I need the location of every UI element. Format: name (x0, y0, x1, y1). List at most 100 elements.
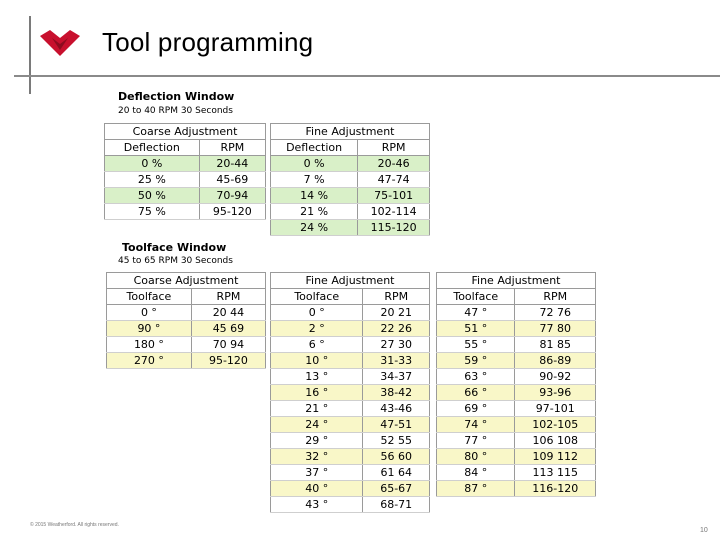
toolface-window-title: Toolface Window (122, 241, 227, 254)
table-row: 29 ° 52 55 (270, 432, 430, 449)
deflection-window-title: Deflection Window (118, 90, 235, 103)
table-row: 43 ° 68-71 (270, 496, 430, 513)
table-cell: 61 64 (362, 464, 430, 481)
deflection-fine-table: Fine Adjustment Deflection RPM 0 % 20-46 7 % 4… (270, 123, 430, 236)
page-number: 10 (700, 527, 708, 534)
table-row: 0 ° 20 21 (270, 304, 430, 321)
table-row: 21 % 102-114 (270, 203, 430, 220)
table-cell: 102-114 (357, 203, 430, 220)
table-caption: Coarse Adjustment (104, 123, 266, 140)
table-cell: 27 30 (362, 336, 430, 353)
table-cell: 25 % (104, 171, 200, 188)
slide-title: Tool programming (102, 27, 314, 57)
toolface-fine-table-1: Fine Adjustment Toolface RPM 0 ° 20 21 2 ° 22 … (270, 272, 430, 513)
table-cell: 29 ° (270, 432, 364, 449)
table-cell: 16 ° (270, 384, 364, 401)
table-row: 40 ° 65-67 (270, 480, 430, 497)
table-cell: 113 115 (514, 464, 596, 481)
header-vertical-rule (29, 16, 31, 94)
table-cell: 70 94 (191, 336, 266, 353)
table-caption-row: Coarse Adjustment (104, 123, 266, 140)
table-caption: Fine Adjustment (270, 272, 430, 289)
table-row: 13 ° 34-37 (270, 368, 430, 385)
table-cell: 7 % (270, 171, 359, 188)
table-cell: 81 85 (514, 336, 596, 353)
column-header: Toolface (436, 288, 516, 305)
table-cell: 56 60 (362, 448, 430, 465)
table-cell: 20-44 (199, 155, 266, 172)
column-header: RPM (362, 288, 430, 305)
table-row: 0 % 20-46 (270, 155, 430, 172)
table-row: 55 ° 81 85 (436, 336, 596, 353)
table-row: 16 ° 38-42 (270, 384, 430, 401)
table-caption-row: Coarse Adjustment (106, 272, 266, 289)
toolface-fine-table-2: Fine Adjustment Toolface RPM 47 ° 72 76 51 ° 7… (436, 272, 596, 497)
toolface-window-subtitle: 45 to 65 RPM 30 Seconds (118, 256, 233, 266)
table-cell: 52 55 (362, 432, 430, 449)
table-cell: 106 108 (514, 432, 596, 449)
table-cell: 90-92 (514, 368, 596, 385)
table-cell: 14 % (270, 187, 359, 204)
table-row: 25 % 45-69 (104, 171, 266, 188)
table-row: 24 % 115-120 (270, 219, 430, 236)
company-logo (40, 30, 80, 56)
table-cell: 20 44 (191, 304, 266, 321)
table-caption: Coarse Adjustment (106, 272, 266, 289)
table-row: 10 ° 31-33 (270, 352, 430, 369)
table-cell: 37 ° (270, 464, 364, 481)
table-cell: 77 ° (436, 432, 516, 449)
table-cell: 116-120 (514, 480, 596, 497)
table-cell: 59 ° (436, 352, 516, 369)
column-header: RPM (357, 139, 430, 156)
table-cell: 180 ° (106, 336, 192, 353)
table-cell: 55 ° (436, 336, 516, 353)
table-cell: 0 ° (106, 304, 192, 321)
table-cell: 80 ° (436, 448, 516, 465)
table-cell: 10 ° (270, 352, 364, 369)
column-header: Toolface (270, 288, 364, 305)
table-cell: 43 ° (270, 496, 364, 513)
table-row: 180 ° 70 94 (106, 336, 266, 353)
table-cell: 24 % (270, 219, 359, 236)
table-row: 24 ° 47-51 (270, 416, 430, 433)
table-header-row: Deflection RPM (270, 139, 430, 156)
table-cell: 84 ° (436, 464, 516, 481)
table-cell: 102-105 (514, 416, 596, 433)
column-header: Deflection (270, 139, 359, 156)
table-row: 51 ° 77 80 (436, 320, 596, 337)
table-row: 7 % 47-74 (270, 171, 430, 188)
table-row: 6 ° 27 30 (270, 336, 430, 353)
column-header: RPM (514, 288, 596, 305)
copyright-footer: © 2015 Weatherford. All rights reserved. (30, 522, 119, 528)
table-row: 37 ° 61 64 (270, 464, 430, 481)
table-row: 59 ° 86-89 (436, 352, 596, 369)
table-row: 21 ° 43-46 (270, 400, 430, 417)
table-caption-row: Fine Adjustment (270, 272, 430, 289)
table-cell: 20-46 (357, 155, 430, 172)
table-row: 50 % 70-94 (104, 187, 266, 204)
column-header: Toolface (106, 288, 192, 305)
table-cell: 21 % (270, 203, 359, 220)
table-cell: 90 ° (106, 320, 192, 337)
table-cell: 72 76 (514, 304, 596, 321)
table-cell: 47 ° (436, 304, 516, 321)
deflection-window-subtitle: 20 to 40 RPM 30 Seconds (118, 106, 233, 116)
table-cell: 70-94 (199, 187, 266, 204)
table-header-row: Toolface RPM (436, 288, 596, 305)
table-cell: 68-71 (362, 496, 430, 513)
table-row: 69 ° 97-101 (436, 400, 596, 417)
table-row: 0 % 20-44 (104, 155, 266, 172)
table-cell: 0 % (104, 155, 200, 172)
column-header: RPM (199, 139, 266, 156)
table-row: 77 ° 106 108 (436, 432, 596, 449)
table-cell: 0 ° (270, 304, 364, 321)
table-row: 87 ° 116-120 (436, 480, 596, 497)
table-cell: 69 ° (436, 400, 516, 417)
table-row: 32 ° 56 60 (270, 448, 430, 465)
table-cell: 95-120 (199, 203, 266, 220)
table-row: 75 % 95-120 (104, 203, 266, 220)
table-cell: 115-120 (357, 219, 430, 236)
table-caption-row: Fine Adjustment (270, 123, 430, 140)
table-cell: 75 % (104, 203, 200, 220)
toolface-coarse-table: Coarse Adjustment Toolface RPM 0 ° 20 44 90 °… (106, 272, 266, 369)
